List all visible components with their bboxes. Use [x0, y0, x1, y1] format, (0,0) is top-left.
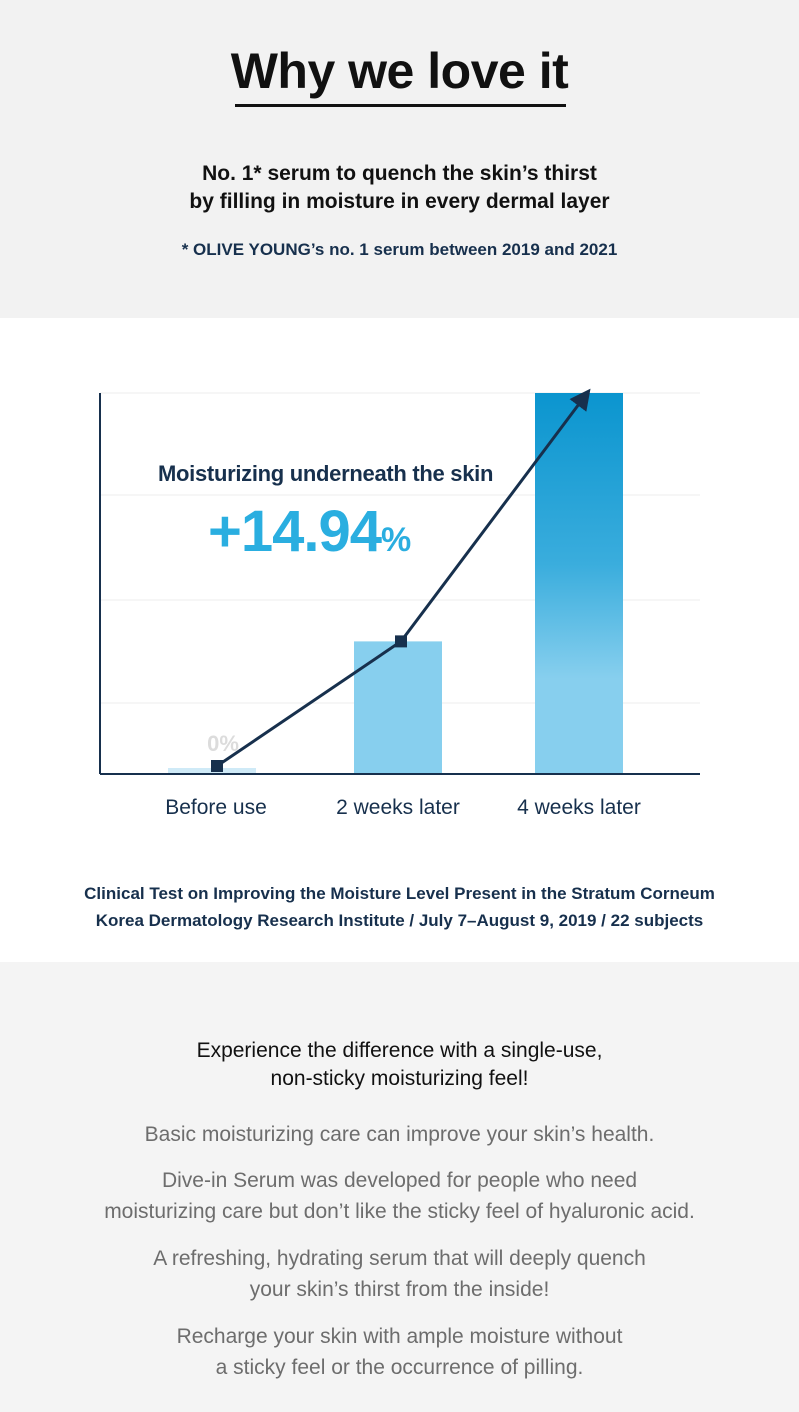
chart-section: 0% Moisturizing underneath the skin +14.94…: [0, 318, 799, 962]
paragraph-2-line-2: moisturizing care but don’t like the sti…: [104, 1200, 695, 1223]
highlight-unit: %: [381, 521, 411, 559]
bar-4-weeks-later: [535, 393, 623, 774]
paragraph-4-line-2: a sticky feel or the occurrence of pilli…: [215, 1356, 584, 1379]
paragraph-2-line-1: Dive-in Serum was developed for people w…: [161, 1169, 638, 1192]
paragraph-2: Dive-in Serum was developed for people w…: [0, 1165, 799, 1227]
section-title: Why we love it: [230, 43, 569, 99]
paragraph-4-line-1: Recharge your skin with ample moisture w…: [176, 1325, 623, 1348]
trend-point-2-weeks: [395, 635, 407, 648]
experience-headline-line-1: Experience the difference with a single-…: [196, 1039, 603, 1062]
highlight-number: +14.94: [208, 499, 382, 564]
experience-headline-line-2: non-sticky moisturizing feel!: [270, 1067, 529, 1090]
paragraph-3-line-2: your skin’s thirst from the inside!: [249, 1278, 550, 1301]
bar-2-weeks-later: [354, 641, 442, 774]
zero-value-label: 0%: [207, 731, 239, 756]
headline-line-1: No. 1* serum to quench the skin’s thirst: [202, 162, 597, 185]
highlight-value: +14.94%: [208, 499, 411, 564]
experience-section: Experience the difference with a single-…: [0, 962, 799, 1412]
category-label-2: 2 weeks later: [336, 796, 460, 819]
trend-point-before-use: [211, 760, 223, 772]
intro-section: Why we love it No. 1* serum to quench th…: [0, 0, 799, 318]
headline-line-2: by filling in moisture in every dermal l…: [189, 190, 610, 213]
source-line-2: Korea Dermatology Research Institute / J…: [95, 911, 704, 930]
chart-title: Moisturizing underneath the skin: [158, 461, 493, 486]
paragraph-4: Recharge your skin with ample moisture w…: [0, 1321, 799, 1383]
source-line-1: Clinical Test on Improving the Moisture …: [84, 884, 715, 903]
study-source: Clinical Test on Improving the Moisture …: [0, 880, 799, 934]
category-label-1: Before use: [165, 796, 267, 819]
footnote: * OLIVE YOUNG’s no. 1 serum between 2019…: [181, 240, 618, 259]
category-label-3: 4 weeks later: [517, 796, 641, 819]
paragraph-3-line-1: A refreshing, hydrating serum that will …: [153, 1247, 646, 1270]
paragraph-1: Basic moisturizing care can improve your…: [144, 1123, 655, 1146]
headline: No. 1* serum to quench the skin’s thirst…: [0, 160, 799, 216]
title-underline: [235, 104, 566, 107]
experience-headline: Experience the difference with a single-…: [0, 1037, 799, 1093]
moisture-chart: 0% Moisturizing underneath the skin +14.94…: [99, 388, 700, 819]
paragraph-3: A refreshing, hydrating serum that will …: [0, 1243, 799, 1305]
